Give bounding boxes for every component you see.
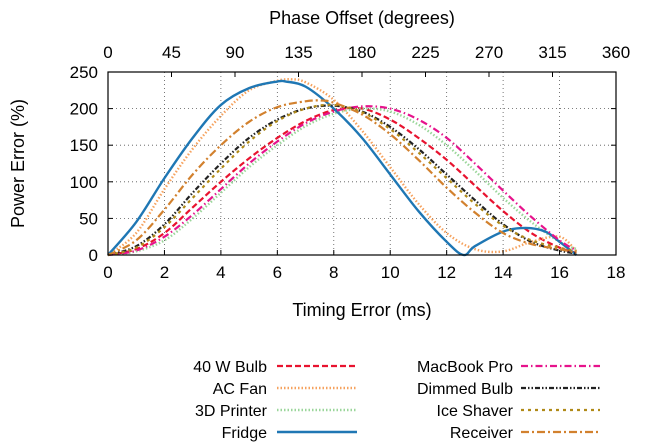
y-tick-label: 200: [70, 100, 98, 119]
y-tick-label: 100: [70, 173, 98, 192]
y-tick-label: 150: [70, 136, 98, 155]
y-tick-label: 250: [70, 63, 98, 82]
x2-tick-label: 225: [411, 43, 439, 62]
series-lines: [107, 77, 578, 257]
x2-tick-label: 0: [103, 43, 112, 62]
series-line-3d-printer: [107, 107, 577, 257]
legend-label-ice-shaver: Ice Shaver: [437, 403, 514, 420]
legend-label-40-w-bulb: 40 W Bulb: [193, 359, 267, 376]
series-line-dimmed-bulb: [107, 104, 577, 257]
x2-tick-label: 180: [348, 43, 376, 62]
x-tick-label: 2: [160, 263, 169, 282]
x-tick-label: 18: [607, 263, 626, 282]
x-tick-label: 12: [437, 263, 456, 282]
legend-label-3d-printer: 3D Printer: [195, 403, 268, 420]
x2-tick-label: 360: [602, 43, 630, 62]
x2-tick-label: 315: [538, 43, 566, 62]
x2-tick-label: 90: [226, 43, 245, 62]
legend-label-ac-fan: AC Fan: [213, 381, 267, 398]
x-tick-label: 8: [329, 263, 338, 282]
x-tick-label: 6: [273, 263, 282, 282]
legend-label-macbook-pro: MacBook Pro: [417, 359, 513, 376]
gridlines: [108, 72, 616, 255]
legend: 40 W Bulb AC Fan 3D Printer Fridge MacBook P…: [193, 359, 600, 442]
axis-ticks: 0 2 4 6 8 10 12 14 16 180 45 90 135 180 225 270 315 36005…: [70, 43, 631, 282]
series-line-receiver: [107, 99, 577, 256]
x2-tick-label: 45: [162, 43, 181, 62]
top-axis-title: Phase Offset (degrees): [269, 8, 455, 28]
legend-label-fridge: Fridge: [222, 425, 267, 442]
x2-tick-label: 270: [475, 43, 503, 62]
series-line-40-w-bulb: [107, 106, 577, 257]
x-tick-label: 14: [494, 263, 513, 282]
y-tick-label: 0: [89, 246, 98, 265]
series-line-ice-shaver: [107, 103, 577, 257]
x-tick-label: 0: [103, 263, 112, 282]
x-tick-label: 4: [216, 263, 225, 282]
series-line-macbook-pro: [107, 105, 578, 257]
x2-tick-label: 135: [284, 43, 312, 62]
x-tick-label: 10: [381, 263, 400, 282]
y-tick-label: 50: [79, 209, 98, 228]
legend-label-receiver: Receiver: [450, 425, 514, 442]
y-axis-title: Power Error (%): [8, 99, 28, 228]
legend-label-dimmed-bulb: Dimmed Bulb: [417, 381, 513, 398]
x-tick-label: 16: [550, 263, 569, 282]
series-line-fridge: [107, 79, 578, 257]
x-axis-title: Timing Error (ms): [292, 300, 431, 320]
